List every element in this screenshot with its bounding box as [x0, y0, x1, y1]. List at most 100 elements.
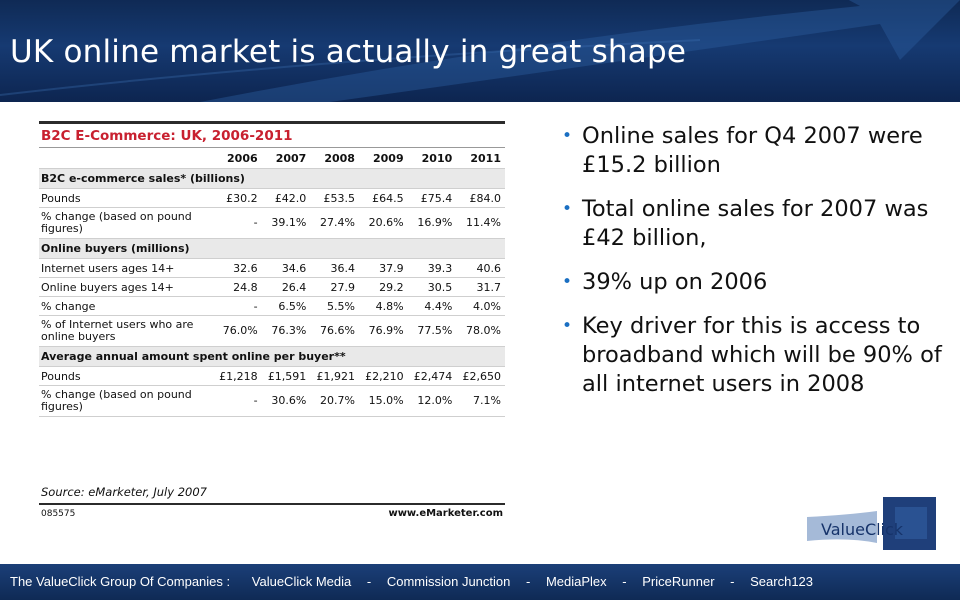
- table-site-link: www.eMarketer.com: [388, 508, 503, 519]
- cell: 29.2: [358, 277, 408, 297]
- cell: 36.4: [310, 258, 359, 278]
- cell: £75.4: [407, 188, 457, 208]
- table-row: Pounds £30.2 £42.0 £53.5 £64.5 £75.4 £84…: [39, 188, 505, 208]
- cell: -: [213, 207, 262, 239]
- table-section-heading: B2C e-commerce sales* (billions): [39, 168, 505, 189]
- bullet-text: Key driver for this is access to broadba…: [582, 313, 942, 397]
- table-header-row: 2006 2007 2008 2009 2010 2011: [39, 147, 505, 169]
- footer-company: PriceRunner: [642, 574, 715, 589]
- table-header-year: 2006: [213, 147, 262, 169]
- bullet-text: Online sales for Q4 2007 were £15.2 bill…: [582, 123, 923, 178]
- cell: £30.2: [213, 188, 262, 208]
- row-label: % of Internet users who are online buyer…: [39, 315, 213, 347]
- table-row: Pounds £1,218 £1,591 £1,921 £2,210 £2,47…: [39, 366, 505, 386]
- cell: 40.6: [456, 258, 505, 278]
- table-header-year: 2008: [310, 147, 359, 169]
- cell: -: [213, 385, 262, 417]
- ecommerce-table: 2006 2007 2008 2009 2010 2011 B2C e-comm…: [39, 147, 505, 417]
- table-row: % of Internet users who are online buyer…: [39, 315, 505, 347]
- table-footer: 085575 www.eMarketer.com: [39, 503, 505, 523]
- cell: 16.9%: [407, 207, 457, 239]
- page-title: UK online market is actually in great sh…: [10, 34, 687, 70]
- cell: 37.9: [358, 258, 408, 278]
- footer-separator: -: [622, 574, 627, 589]
- table-row: % change (based on pound figures) - 39.1…: [39, 207, 505, 239]
- table-header-year: 2011: [456, 147, 505, 169]
- ecommerce-table-card: B2C E-Commerce: UK, 2006-2011 2006 2007 …: [39, 121, 505, 522]
- cell: £1,591: [261, 366, 311, 386]
- cell: 24.8: [213, 277, 262, 297]
- cell: 27.9: [310, 277, 359, 297]
- row-label: Pounds: [39, 188, 213, 208]
- bullet-text: Total online sales for 2007 was £42 bill…: [582, 196, 929, 251]
- valueclick-logo-icon: ValueClick: [807, 497, 936, 550]
- header-swoosh-decoration: [0, 0, 960, 102]
- footer-company: Search123: [750, 574, 814, 589]
- cell: £84.0: [456, 188, 505, 208]
- footer-company: MediaPlex: [545, 574, 607, 589]
- table-header-year: 2009: [358, 147, 408, 169]
- cell: 77.5%: [407, 315, 457, 347]
- cell: 76.6%: [310, 315, 359, 347]
- cell: 32.6: [213, 258, 262, 278]
- cell: 26.4: [261, 277, 311, 297]
- bullet-dot-icon: •: [562, 126, 573, 146]
- bullet-text: 39% up on 2006: [582, 269, 768, 295]
- cell: £2,474: [407, 366, 457, 386]
- table-header-empty: [39, 147, 213, 169]
- table-row: % change - 6.5% 5.5% 4.8% 4.4% 4.0%: [39, 296, 505, 316]
- row-label: Pounds: [39, 366, 213, 386]
- table-section-heading: Average annual amount spent online per b…: [39, 346, 505, 367]
- bullet-item: • 39% up on 2006: [562, 268, 952, 297]
- cell: 4.0%: [456, 296, 505, 316]
- table-header-year: 2010: [407, 147, 457, 169]
- table-header-year: 2007: [261, 147, 311, 169]
- cell: 7.1%: [456, 385, 505, 417]
- cell: -: [213, 296, 262, 316]
- cell: 5.5%: [310, 296, 359, 316]
- bullet-item: • Total online sales for 2007 was £42 bil…: [562, 195, 952, 253]
- slide-header: UK online market is actually in great sh…: [0, 0, 960, 102]
- cell: £1,218: [213, 366, 262, 386]
- cell: 15.0%: [358, 385, 408, 417]
- cell: 20.6%: [358, 207, 408, 239]
- bullet-dot-icon: •: [562, 199, 573, 219]
- bullet-list: • Online sales for Q4 2007 were £15.2 bil…: [562, 122, 952, 414]
- cell: 11.4%: [456, 207, 505, 239]
- row-label: % change (based on pound figures): [39, 207, 213, 239]
- table-source: Source: eMarketer, July 2007: [41, 485, 207, 499]
- cell: 39.3: [407, 258, 457, 278]
- table-row: Internet users ages 14+ 32.6 34.6 36.4 3…: [39, 258, 505, 278]
- footer-lead: The ValueClick Group Of Companies :: [10, 574, 231, 589]
- cell: 76.0%: [213, 315, 262, 347]
- cell: £1,921: [310, 366, 359, 386]
- bullet-item: • Online sales for Q4 2007 were £15.2 bil…: [562, 122, 952, 180]
- cell: 4.4%: [407, 296, 457, 316]
- section-heading-buyers: Online buyers (millions): [39, 238, 505, 259]
- cell: 30.6%: [261, 385, 311, 417]
- cell: 76.9%: [358, 315, 408, 347]
- bullet-item: • Key driver for this is access to broadb…: [562, 312, 952, 399]
- cell: 78.0%: [456, 315, 505, 347]
- table-title: B2C E-Commerce: UK, 2006-2011: [39, 121, 505, 147]
- section-heading-spend: Average annual amount spent online per b…: [39, 346, 505, 367]
- logo-text: ValueClick: [821, 520, 904, 539]
- cell: 31.7: [456, 277, 505, 297]
- table-section-heading: Online buyers (millions): [39, 238, 505, 259]
- row-label: % change: [39, 296, 213, 316]
- cell: £42.0: [261, 188, 311, 208]
- row-label: Internet users ages 14+: [39, 258, 213, 278]
- cell: 12.0%: [407, 385, 457, 417]
- footer-separator: -: [526, 574, 531, 589]
- cell: £2,210: [358, 366, 408, 386]
- cell: £64.5: [358, 188, 408, 208]
- bullet-dot-icon: •: [562, 316, 573, 336]
- row-label: % change (based on pound figures): [39, 385, 213, 417]
- cell: 6.5%: [261, 296, 311, 316]
- cell: 4.8%: [358, 296, 408, 316]
- table-code: 085575: [41, 509, 76, 519]
- footer-company: ValueClick Media: [251, 574, 352, 589]
- table-row: % change (based on pound figures) - 30.6…: [39, 385, 505, 417]
- cell: £53.5: [310, 188, 359, 208]
- bullet-dot-icon: •: [562, 272, 573, 292]
